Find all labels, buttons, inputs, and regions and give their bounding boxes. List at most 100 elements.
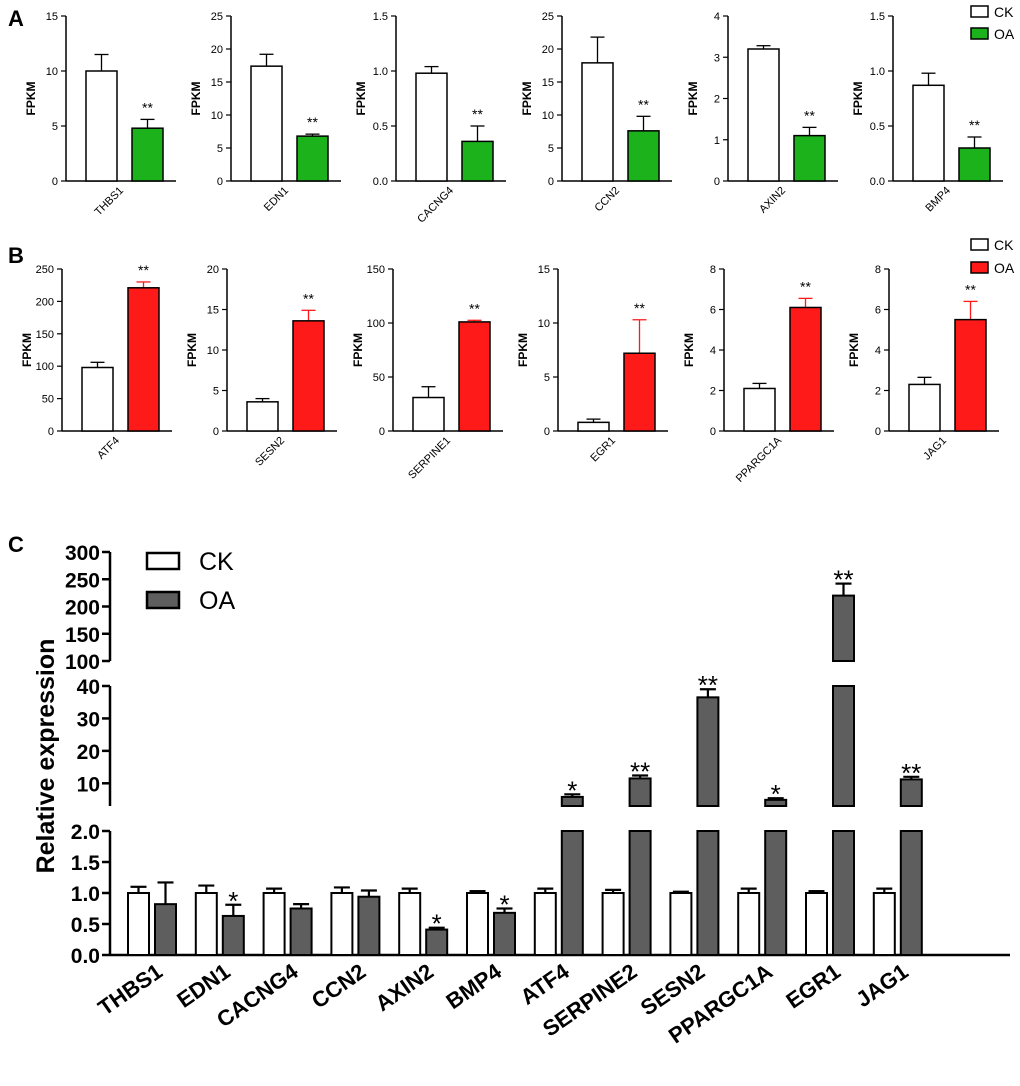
significance-label: ** bbox=[307, 114, 318, 130]
y-tick-label: 6 bbox=[710, 305, 716, 317]
legend-label-ck: CK bbox=[994, 4, 1014, 20]
y-axis-label: FPKM bbox=[20, 333, 34, 367]
y-tick-label: 2 bbox=[714, 94, 720, 106]
x-tick-label: JAG1 bbox=[851, 959, 912, 1012]
y-tick-label: 5 bbox=[548, 143, 554, 155]
y-tick-label: 2 bbox=[875, 386, 881, 398]
y-tick-label: 0 bbox=[217, 176, 223, 188]
bar-ck bbox=[747, 48, 780, 182]
significance-label: ** bbox=[630, 757, 650, 787]
y-tick-label: 10 bbox=[538, 318, 550, 330]
significance-label: * bbox=[228, 886, 238, 916]
x-tick-label: EGR1 bbox=[781, 959, 844, 1014]
significance-label: * bbox=[771, 779, 781, 809]
y-tick-label: 25 bbox=[542, 11, 554, 23]
y-tick-label: 10 bbox=[77, 773, 100, 796]
y-tick-label: 0 bbox=[379, 426, 385, 438]
bar-ck bbox=[581, 62, 614, 182]
y-axis-label: FPKM bbox=[24, 82, 38, 116]
bar-ck bbox=[743, 387, 776, 432]
panel-a-subplot-bmp4: 0.0 0.5 1.0 1.5 FPKM ** BMP4 bbox=[851, 11, 1003, 214]
y-tick-label: 0 bbox=[548, 176, 554, 188]
y-tick-label: 20 bbox=[211, 44, 223, 56]
bar-ck bbox=[669, 892, 693, 956]
y-tick-label: 5 bbox=[544, 372, 550, 384]
y-axis-label: Relative expression bbox=[32, 639, 60, 874]
bar-ck bbox=[872, 892, 896, 956]
y-axis-label: FPKM bbox=[354, 82, 368, 116]
y-tick-label: 2.0 bbox=[71, 821, 100, 844]
bar-ck bbox=[577, 421, 610, 432]
y-tick-label: 15 bbox=[211, 77, 223, 89]
y-tick-label: 1.5 bbox=[71, 852, 101, 875]
y-tick-label: 100 bbox=[36, 361, 54, 373]
significance-label: ** bbox=[634, 300, 645, 316]
significance-label: * bbox=[432, 909, 442, 939]
panel-b-subplot-ppargc1a: 0 2 4 6 8 FPKM ** PPARGC1A bbox=[682, 264, 834, 485]
panel-label-b: B bbox=[8, 243, 24, 268]
y-tick-label: 0.5 bbox=[71, 914, 101, 937]
y-tick-label: 100 bbox=[367, 318, 385, 330]
significance-label: ** bbox=[303, 290, 314, 306]
panel-b-subplot-sesn2: 0 5 10 15 20 FPKM ** SESN2 bbox=[185, 264, 337, 469]
x-tick-label: AXIN2 bbox=[371, 959, 438, 1017]
y-tick-label: 30 bbox=[77, 708, 100, 731]
legend-swatch-ck bbox=[970, 238, 989, 251]
x-tick-label: AXIN2 bbox=[757, 185, 788, 216]
panel-a-legend: CK OA bbox=[970, 4, 1015, 42]
bar-oa bbox=[623, 352, 656, 432]
bar-ck bbox=[81, 366, 114, 432]
significance-label: ** bbox=[965, 281, 976, 297]
panel-c-legend: CK OA bbox=[145, 548, 235, 615]
bar-oa bbox=[958, 147, 991, 182]
panel-b-legend: CK OA bbox=[970, 237, 1015, 276]
legend-label-ck: CK bbox=[994, 237, 1014, 253]
x-tick-label: THBS1 bbox=[93, 185, 127, 219]
x-tick-label: CACNG4 bbox=[415, 185, 456, 226]
x-tick-label: EGR1 bbox=[588, 435, 618, 465]
bar-oa bbox=[793, 134, 826, 182]
y-axis-label: FPKM bbox=[520, 82, 534, 116]
panel-label-a: A bbox=[8, 6, 24, 31]
bar-oa bbox=[357, 895, 381, 956]
y-tick-label: 10 bbox=[46, 66, 58, 78]
significance-label: ** bbox=[698, 670, 718, 700]
y-tick-label: 0 bbox=[52, 176, 58, 188]
x-tick-label: BMP4 bbox=[441, 958, 506, 1014]
x-tick-label: CCN2 bbox=[592, 185, 622, 215]
y-tick-label: 25 bbox=[211, 11, 223, 23]
y-tick-label: 1.0 bbox=[870, 66, 885, 78]
bar-oa-segment bbox=[628, 777, 652, 808]
y-tick-label: 0.5 bbox=[373, 121, 388, 133]
bar-oa-segment bbox=[560, 830, 584, 956]
panel-a-subplot-edn1: 0 5 10 15 20 25 FPKM ** EDN1 bbox=[189, 11, 341, 214]
y-tick-label: 4 bbox=[714, 11, 720, 23]
bar-ck bbox=[330, 892, 354, 956]
y-tick-label: 1.5 bbox=[373, 11, 388, 23]
y-tick-label: 3 bbox=[714, 52, 720, 64]
significance-label: ** bbox=[472, 106, 483, 122]
y-tick-label: 20 bbox=[77, 741, 100, 764]
bar-oa-segment bbox=[832, 594, 855, 662]
y-tick-label: 0.5 bbox=[870, 121, 885, 133]
x-tick-label: JAG1 bbox=[921, 435, 949, 463]
legend-swatch-oa bbox=[145, 590, 181, 610]
y-tick-label: 10 bbox=[542, 110, 554, 122]
y-tick-label: 100 bbox=[65, 651, 100, 674]
panel-a-subplot-cacng4: 0.0 0.5 1.0 1.5 FPKM ** CACNG4 bbox=[354, 11, 506, 226]
bar-oa bbox=[221, 914, 245, 957]
y-tick-label: 20 bbox=[207, 264, 219, 276]
bar-oa-segment bbox=[696, 696, 720, 808]
y-tick-label: 10 bbox=[211, 110, 223, 122]
panel-a-subplot-axin2: 0 1 2 3 4 FPKM ** AXIN2 bbox=[686, 11, 838, 216]
significance-label: * bbox=[567, 775, 577, 805]
bar-oa bbox=[493, 911, 516, 957]
panel-b-subplot-atf4: 0 50 100 150 200 250 FPKM ** ATF4 bbox=[20, 262, 172, 462]
y-tick-label: 1.0 bbox=[71, 883, 100, 906]
bar-oa bbox=[296, 135, 329, 182]
y-tick-label: 0.0 bbox=[870, 176, 885, 188]
bar-oa bbox=[131, 127, 164, 182]
significance-label: ** bbox=[638, 96, 649, 112]
